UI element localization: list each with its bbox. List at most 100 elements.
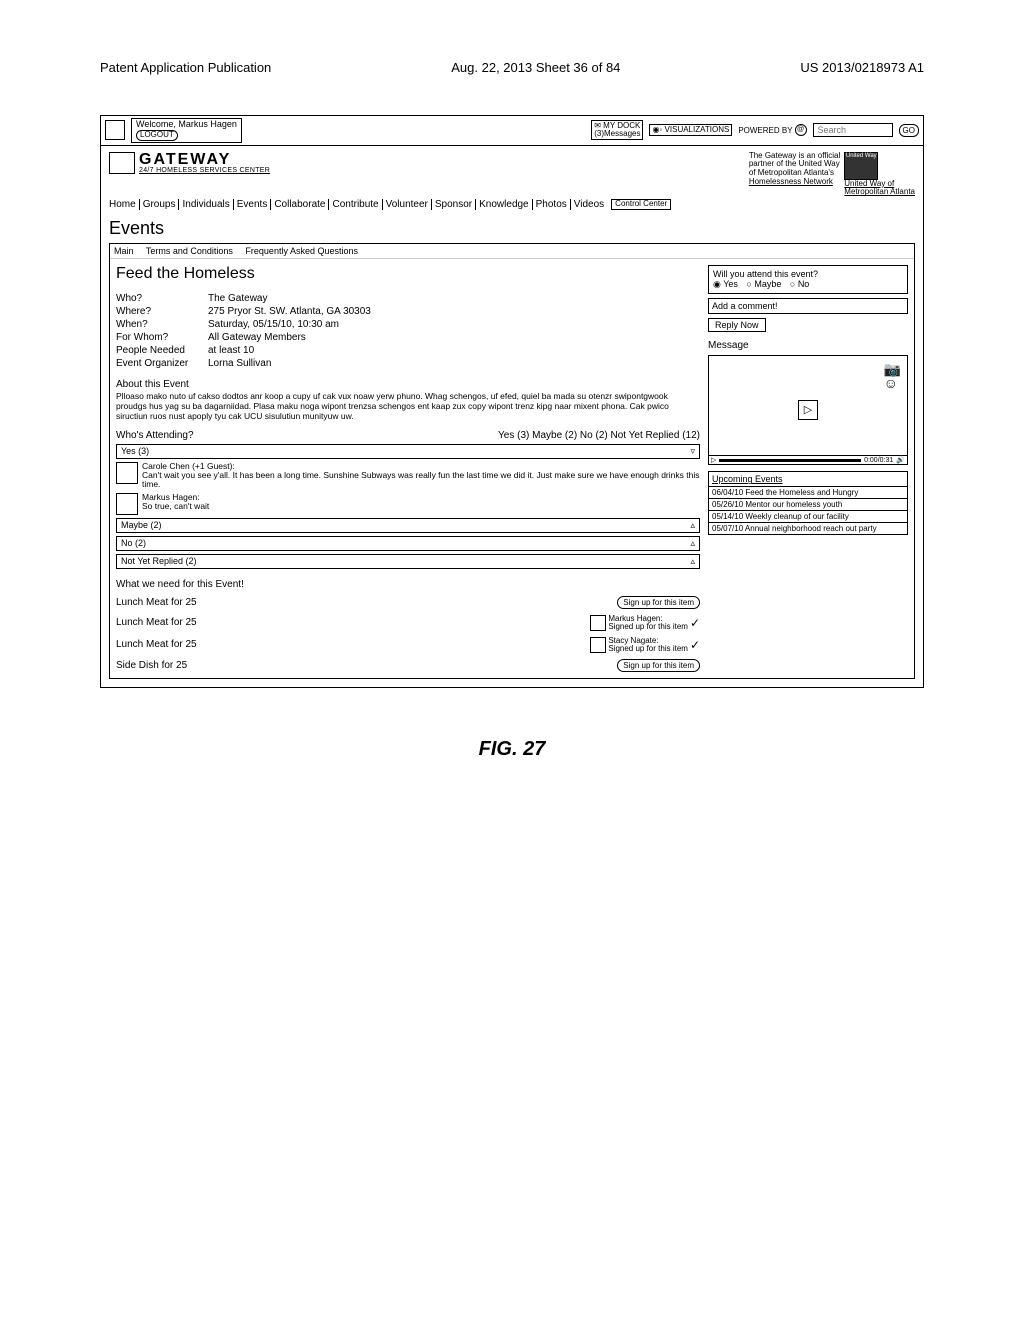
signed-up-badge: Stacy Nagate: Signed up for this item ✓ [590, 637, 700, 653]
avatar-icon [590, 637, 606, 653]
rsvp-maybe[interactable]: ○ Maybe [746, 279, 781, 289]
reply-now-button[interactable]: Reply Now [708, 318, 766, 332]
about-text: Plloaso mako nuto uf cakso dodtos anr ko… [116, 392, 700, 421]
go-button[interactable]: GO [899, 124, 919, 137]
detail-value-needed: at least 10 [208, 345, 254, 356]
logout-button[interactable]: LOGOUT [136, 130, 178, 141]
detail-label-when: When? [116, 319, 208, 330]
needs-heading: What we need for this Event! [116, 579, 700, 590]
detail-label-where: Where? [116, 306, 208, 317]
tab-main[interactable]: Main [114, 246, 134, 256]
detail-value-where: 275 Pryor St. SW. Atlanta, GA 30303 [208, 306, 371, 317]
detail-label-forwhom: For Whom? [116, 332, 208, 343]
need-row: Side Dish for 25 Sign up for this item [116, 659, 700, 672]
video-track[interactable] [719, 459, 861, 462]
nav-photos[interactable]: Photos [533, 199, 571, 210]
signed-txt: Signed up for this item [608, 623, 688, 631]
top-bar: Welcome, Markus Hagen LOGOUT ✉ MY DOCK (… [101, 116, 923, 146]
united-way-badge-icon: United Way [844, 152, 878, 180]
header-right: US 2013/0218973 A1 [800, 60, 924, 75]
nav-groups[interactable]: Groups [140, 199, 180, 210]
control-center-button[interactable]: Control Center [611, 199, 671, 210]
check-icon: ✓ [690, 617, 700, 629]
viz-label: VISUALIZATIONS [665, 125, 730, 134]
partner-box: The Gateway is an official partner of th… [749, 152, 915, 198]
detail-label-who: Who? [116, 293, 208, 304]
nav-collaborate[interactable]: Collaborate [271, 199, 329, 210]
welcome-box: Welcome, Markus Hagen LOGOUT [131, 118, 242, 143]
avatar-icon [116, 493, 138, 515]
event-title: Feed the Homeless [116, 265, 700, 283]
play-icon[interactable]: ▷ [798, 400, 818, 420]
main-nav: Home Groups Individuals Events Collabora… [101, 199, 923, 210]
check-icon: ✓ [690, 639, 700, 651]
partner-link[interactable]: Homelessness Network [749, 178, 840, 187]
rsvp-no[interactable]: ○ No [790, 279, 809, 289]
comment-input[interactable]: Add a comment! [708, 298, 908, 314]
need-label: Lunch Meat for 25 [116, 617, 584, 628]
video-player[interactable]: 📷☺ ▷ ▷ 0:00/0:31 🔊 [708, 355, 908, 465]
group-notyet-label: Not Yet Replied (2) [121, 556, 197, 567]
event-side-col: Will you attend this event? ◉ Yes ○ Mayb… [708, 265, 908, 671]
nav-videos[interactable]: Videos [571, 199, 607, 210]
need-row: Lunch Meat for 25 Stacy Nagate: Signed u… [116, 637, 700, 653]
play-small-icon[interactable]: ▷ [711, 456, 716, 464]
viz-icon: ◉◦ [652, 125, 662, 134]
upcoming-item[interactable]: 06/04/10 Feed the Homeless and Hungry [709, 487, 907, 499]
nav-sponsor[interactable]: Sponsor [432, 199, 476, 210]
content-area: Main Terms and Conditions Frequently Ask… [109, 243, 915, 678]
visualizations-box[interactable]: ◉◦ VISUALIZATIONS [649, 124, 732, 136]
upcoming-events: Upcoming Events 06/04/10 Feed the Homele… [708, 471, 908, 535]
dock-sub: (3)Messages [594, 129, 640, 138]
chevron-up-icon: ▵ [690, 520, 695, 531]
video-controls[interactable]: ▷ 0:00/0:31 🔊 [709, 455, 907, 464]
brand-name: GATEWAY [139, 152, 270, 167]
header-center: Aug. 22, 2013 Sheet 36 of 84 [451, 60, 620, 75]
need-label: Lunch Meat for 25 [116, 597, 611, 608]
nav-home[interactable]: Home [109, 199, 140, 210]
detail-value-when: Saturday, 05/15/10, 10:30 am [208, 319, 339, 330]
upcoming-item[interactable]: 05/26/10 Mentor our homeless youth [709, 499, 907, 511]
brand-row: GATEWAY 24/7 HOMELESS SERVICES CENTER Th… [101, 146, 923, 200]
about-heading: About this Event [116, 379, 700, 390]
gateway-logo: GATEWAY 24/7 HOMELESS SERVICES CENTER [109, 152, 270, 174]
upcoming-item[interactable]: 05/14/10 Weekly cleanup of our facility [709, 511, 907, 523]
group-yes-label: Yes (3) [121, 446, 149, 457]
upcoming-heading: Upcoming Events [709, 472, 907, 487]
nav-knowledge[interactable]: Knowledge [476, 199, 532, 210]
nav-contribute[interactable]: Contribute [329, 199, 382, 210]
chevron-down-icon: ▿ [690, 446, 695, 457]
house-icon [109, 152, 135, 174]
signup-button[interactable]: Sign up for this item [617, 596, 700, 609]
tabs-row: Main Terms and Conditions Frequently Ask… [110, 244, 914, 259]
signup-button[interactable]: Sign up for this item [617, 659, 700, 672]
attendee-text: So true, can't wait [142, 502, 209, 511]
group-notyet[interactable]: Not Yet Replied (2) ▵ [116, 554, 700, 569]
nav-events[interactable]: Events [234, 199, 272, 210]
my-dock-box[interactable]: ✉ MY DOCK (3)Messages [591, 120, 643, 140]
message-heading: Message [708, 340, 908, 351]
volume-icon[interactable]: 🔊 [896, 456, 905, 464]
need-label: Lunch Meat for 25 [116, 639, 584, 650]
need-row: Lunch Meat for 25 Sign up for this item [116, 596, 700, 609]
brand-subtitle: 24/7 HOMELESS SERVICES CENTER [139, 167, 270, 174]
whos-attending-label: Who's Attending? [116, 430, 194, 441]
nav-volunteer[interactable]: Volunteer [383, 199, 432, 210]
powered-by: POWERED BY @ [738, 124, 806, 136]
patent-header: Patent Application Publication Aug. 22, … [100, 60, 924, 75]
event-main-col: Feed the Homeless Who?The Gateway Where?… [116, 265, 700, 671]
powered-logo-icon: @ [795, 124, 807, 136]
computer-icon [105, 120, 125, 140]
tab-faq[interactable]: Frequently Asked Questions [245, 246, 358, 256]
group-maybe[interactable]: Maybe (2) ▵ [116, 518, 700, 533]
detail-label-organizer: Event Organizer [116, 358, 208, 369]
tab-terms[interactable]: Terms and Conditions [146, 246, 233, 256]
rsvp-yes[interactable]: ◉ Yes [713, 279, 738, 290]
group-no[interactable]: No (2) ▵ [116, 536, 700, 551]
chevron-up-icon: ▵ [690, 556, 695, 567]
search-input[interactable] [813, 123, 893, 137]
group-yes[interactable]: Yes (3) ▿ [116, 444, 700, 459]
upcoming-item[interactable]: 05/07/10 Annual neighborhood reach out p… [709, 523, 907, 534]
page-title: Events [101, 210, 923, 243]
nav-individuals[interactable]: Individuals [179, 199, 233, 210]
